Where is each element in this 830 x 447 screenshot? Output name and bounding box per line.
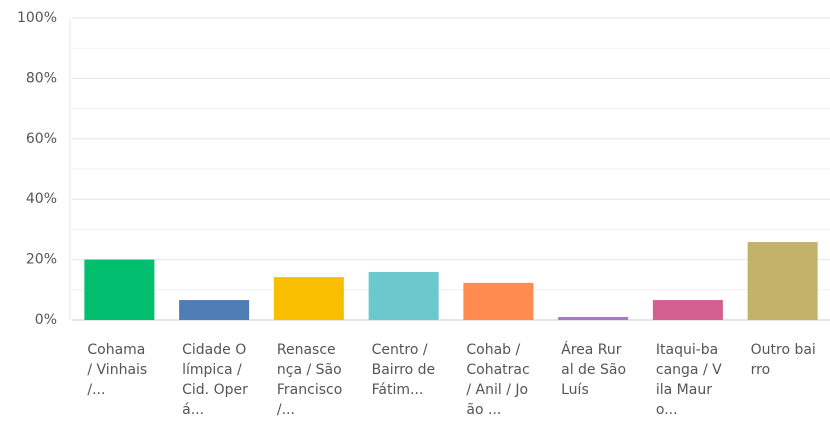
bar — [368, 271, 439, 320]
y-tick-label: 0% — [35, 312, 57, 328]
y-tick-label: 80% — [26, 70, 57, 86]
x-tick-label: Outro bairro — [750, 342, 816, 378]
bar — [463, 282, 534, 320]
x-tick-label: Renascença / São Francisco /... — [276, 342, 343, 418]
y-tick-label: 20% — [26, 252, 57, 268]
x-tick-label: Cohama / Vinhais /... — [87, 342, 148, 398]
x-tick-label: Cidade Olímpica / Cid. Operá... — [182, 342, 248, 418]
x-tick-label: Centro / Bairro de Fátim... — [371, 342, 436, 398]
bar — [747, 242, 818, 320]
y-tick-label: 100% — [17, 10, 57, 26]
bar — [84, 259, 155, 320]
bar — [273, 277, 344, 320]
bar — [558, 316, 629, 320]
x-tick-label: Itaqui-bacanga / Vila Mauro... — [655, 342, 722, 418]
x-tick-label: Área Rural de São Luís — [561, 342, 627, 398]
y-tick-label: 60% — [26, 131, 57, 147]
bar — [652, 300, 723, 320]
x-tick-label: Cohab / Cohatrac / Anil / João ... — [466, 342, 530, 418]
y-tick-label: 40% — [26, 191, 57, 207]
bar — [179, 300, 250, 320]
